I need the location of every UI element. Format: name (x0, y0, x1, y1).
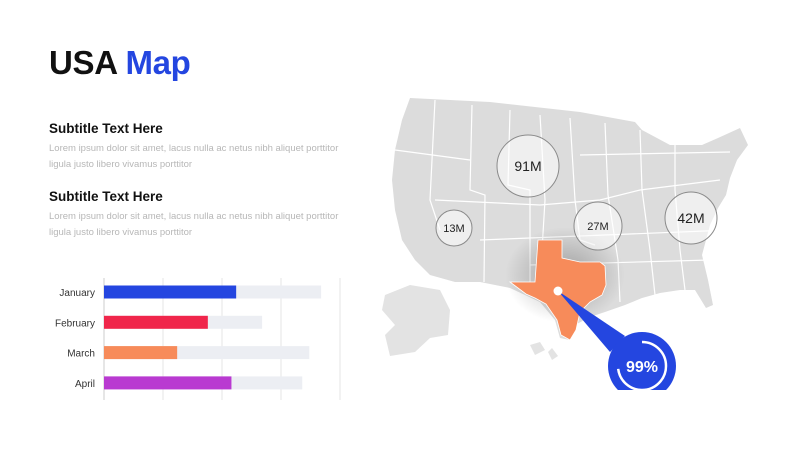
page-title: USA Map (49, 44, 191, 82)
subtitle-block-2: Subtitle Text Here Lorem ipsum dolor sit… (49, 189, 339, 241)
bar-january (104, 285, 237, 299)
marker-circle-north (496, 134, 560, 198)
callout-ring (616, 340, 668, 390)
category-label-february: February (55, 318, 95, 329)
marker-label-west: 13M (443, 223, 464, 235)
marker-label-east: 42M (677, 210, 704, 226)
bar-february (104, 315, 208, 329)
subtitle-heading-1: Subtitle Text Here (49, 121, 163, 136)
bar-march (104, 346, 178, 360)
marker-circle-east (664, 191, 718, 245)
bar-april (104, 376, 232, 390)
usa-mainland-shape (392, 98, 748, 340)
callout-dot (553, 286, 563, 296)
marker-label-central: 27M (587, 221, 608, 233)
alaska-shape (382, 285, 450, 356)
category-label-january: January (59, 288, 95, 299)
texas-callout: 99% (553, 286, 676, 390)
category-label-march: March (67, 349, 95, 360)
callout-circle (608, 332, 676, 390)
category-label-april: April (75, 379, 95, 390)
subtitle-body-1: Lorem ipsum dolor sit amet, lacus nulla … (49, 143, 339, 170)
marker-circle-west (435, 209, 473, 247)
title-word-2: Map (125, 44, 191, 81)
title-word-1: USA (49, 44, 117, 81)
subtitle-heading-2: Subtitle Text Here (49, 189, 163, 204)
subtitle-body-2: Lorem ipsum dolor sit amet, lacus nulla … (49, 211, 339, 238)
subtitle-block-1: Subtitle Text Here Lorem ipsum dolor sit… (49, 121, 339, 173)
marker-label-north: 91M (514, 158, 541, 174)
callout-pointer (558, 291, 625, 352)
hawaii-shape (530, 342, 558, 360)
callout-label: 99% (626, 359, 658, 376)
map-markers: 13M 91M 27M 42M (435, 134, 718, 251)
usa-map: 13M 91M 27M 42M 99% (382, 98, 748, 390)
marker-circle-central (573, 201, 623, 251)
